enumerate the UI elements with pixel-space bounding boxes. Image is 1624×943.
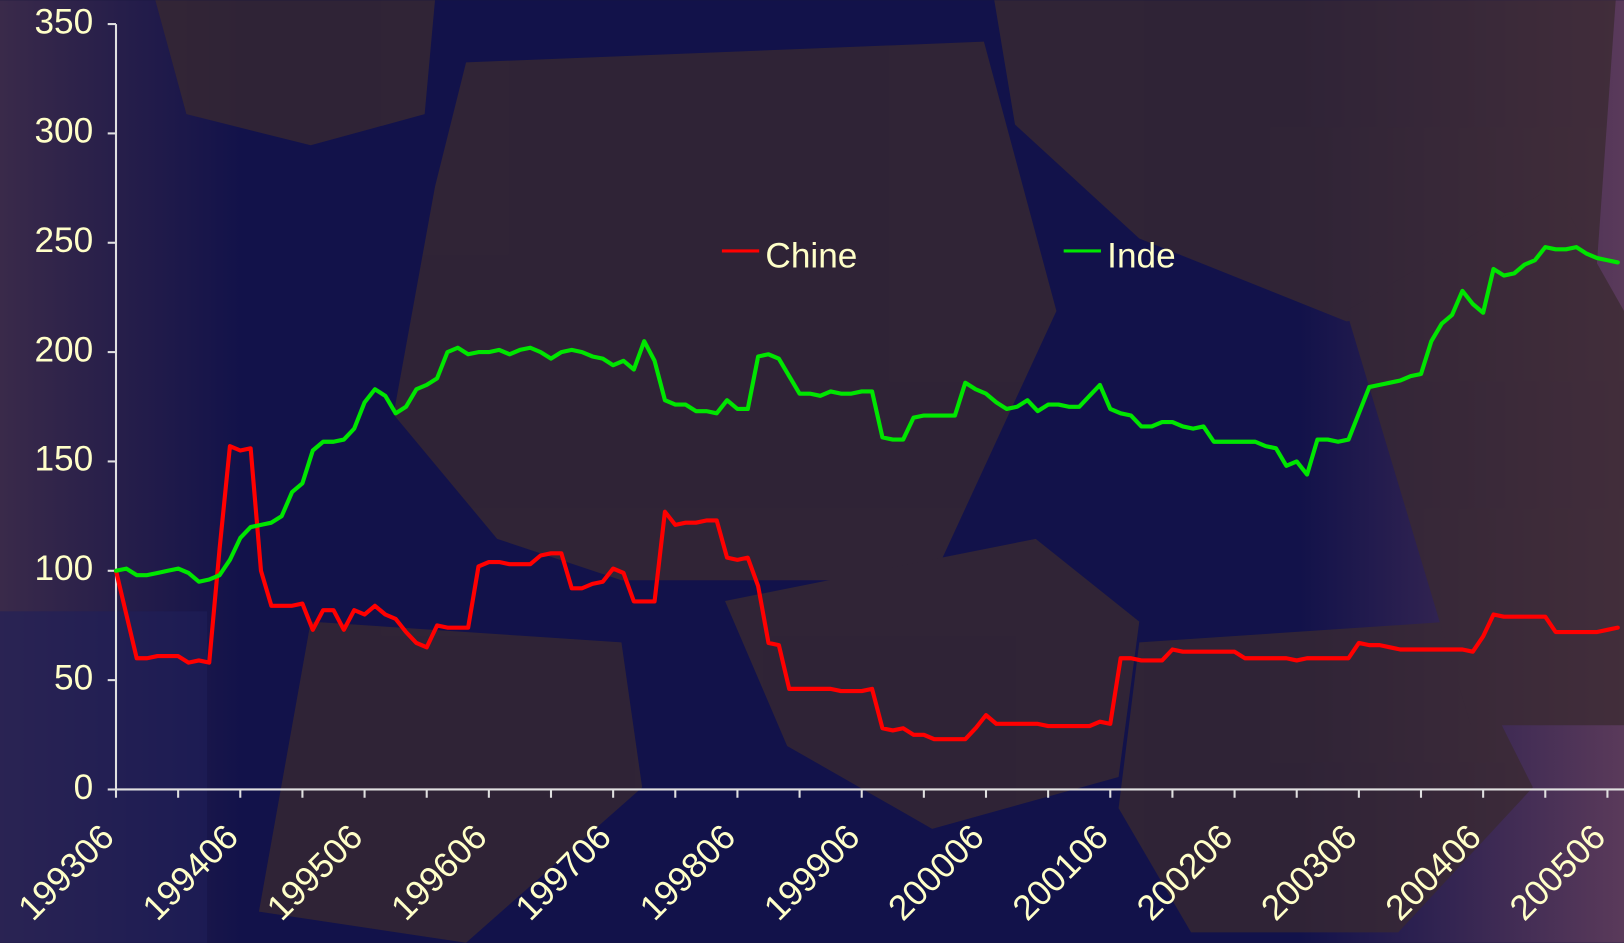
y-tick-label: 200 bbox=[34, 330, 93, 369]
gear-decoration bbox=[155, 0, 1624, 943]
y-tick-label: 100 bbox=[34, 549, 93, 588]
y-tick-label: 50 bbox=[54, 658, 93, 697]
legend-label: Chine bbox=[765, 236, 857, 275]
y-tick-label: 350 bbox=[34, 2, 93, 41]
y-tick-label: 300 bbox=[34, 112, 93, 151]
y-tick-label: 150 bbox=[34, 440, 93, 479]
series-line bbox=[113, 444, 1620, 742]
y-tick-label: 0 bbox=[74, 768, 94, 807]
stripe-decoration bbox=[0, 611, 208, 943]
y-tick-label: 250 bbox=[34, 221, 93, 260]
legend-label: Inde bbox=[1107, 236, 1176, 275]
series-line bbox=[113, 245, 1620, 584]
